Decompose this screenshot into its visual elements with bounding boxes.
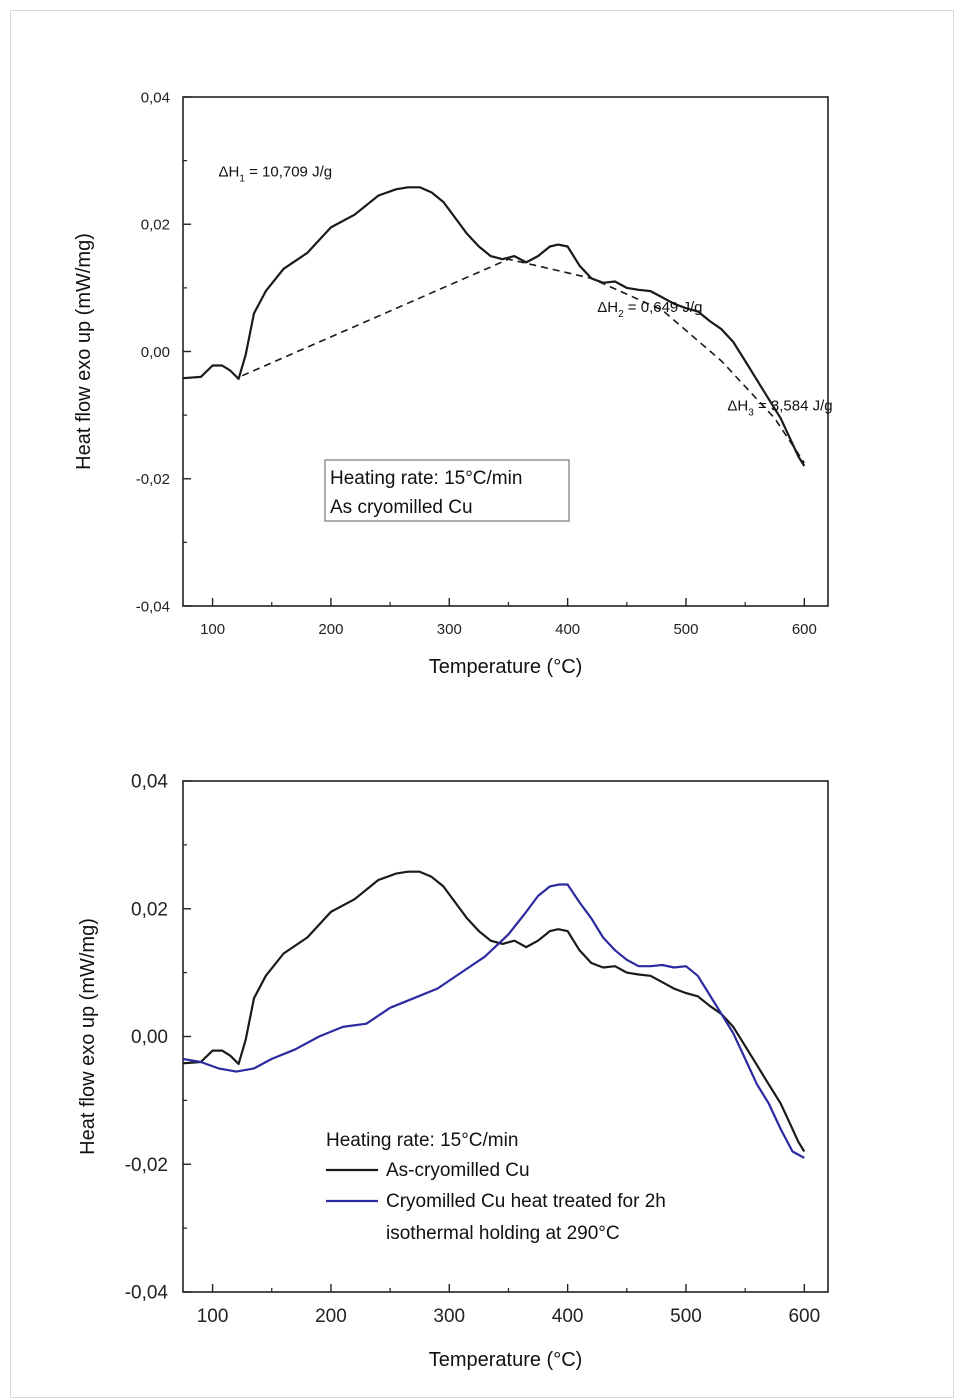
delta-h-annotation-2: ΔH2 = 0,649 J/g <box>597 299 702 320</box>
legend-entry-2-line2: isothermal holding at 290°C <box>386 1223 620 1244</box>
y-tick-label: 0,02 <box>141 217 170 234</box>
annotation-value: = 0,649 J/g <box>624 299 703 316</box>
x-axis-label: Temperature (°C) <box>429 1349 583 1371</box>
legend-box <box>324 459 570 522</box>
x-tick-label: 100 <box>200 621 225 638</box>
x-tick-label: 400 <box>552 1306 584 1327</box>
x-tick-label: 300 <box>437 621 462 638</box>
series-line-1 <box>182 870 806 1153</box>
legend-entry-2: Cryomilled Cu heat treated for 2h <box>386 1191 666 1212</box>
y-tick-label: 0,00 <box>141 344 170 361</box>
x-tick-label: 600 <box>788 1306 820 1327</box>
x-tick-label: 500 <box>670 1306 702 1327</box>
x-tick-label: 300 <box>433 1306 465 1327</box>
x-axis-label: Temperature (°C) <box>429 656 583 678</box>
y-tick-label: -0,02 <box>136 471 170 488</box>
figure-frame <box>10 10 954 1398</box>
annotation-main: ΔH <box>597 299 618 316</box>
x-tick-label: 200 <box>318 621 343 638</box>
plot-frame <box>182 780 829 1293</box>
y-tick-label: -0,04 <box>125 1283 169 1304</box>
y-axis-label: Heat flow exo up (mW/mg) <box>73 233 95 470</box>
y-tick-label: -0,02 <box>125 1155 168 1176</box>
series-line-1 <box>182 186 806 467</box>
y-tick-label: 0,04 <box>131 772 168 793</box>
x-tick-label: 100 <box>197 1306 229 1327</box>
chart-1: -0,04 -0,02 0,00 0,02 0,04 100 200 300 400 500 600… <box>73 89 833 678</box>
annotation-main: ΔH <box>727 398 748 415</box>
annotation-subscript: 3 <box>748 408 754 419</box>
annotation-value: = 3,584 J/g <box>754 398 833 415</box>
delta-h-annotation-3: ΔH3 = 3,584 J/g <box>727 398 832 419</box>
legend-box-line-2: As cryomilled Cu <box>330 497 473 518</box>
y-tick-label: 0,04 <box>141 89 170 106</box>
legend-title: Heating rate: 15°C/min <box>326 1130 518 1151</box>
chart-2: -0,04 -0,02 0,00 0,02 0,04 100 200 300 400 500 600… <box>77 772 829 1371</box>
x-tick-label: 500 <box>673 621 698 638</box>
delta-h-annotation-1: ΔH1 = 10,709 J/g <box>219 164 333 185</box>
baseline-dashed-line <box>241 258 805 464</box>
y-tick-label: 0,00 <box>131 1027 168 1048</box>
annotation-subscript: 2 <box>618 309 624 320</box>
legend-entry-1: As-cryomilled Cu <box>386 1160 530 1181</box>
x-tick-label: 600 <box>792 621 817 638</box>
legend-box-line-1: Heating rate: 15°C/min <box>330 468 522 489</box>
annotation-value: = 10,709 J/g <box>245 164 332 181</box>
annotation-main: ΔH <box>219 164 240 181</box>
y-tick-label: 0,02 <box>131 899 168 920</box>
annotation-subscript: 1 <box>239 174 245 185</box>
y-axis-label: Heat flow exo up (mW/mg) <box>77 918 99 1155</box>
series-line-2 <box>182 883 805 1159</box>
x-tick-label: 400 <box>555 621 580 638</box>
x-tick-label: 200 <box>315 1306 347 1327</box>
y-tick-label: -0,04 <box>136 598 170 615</box>
